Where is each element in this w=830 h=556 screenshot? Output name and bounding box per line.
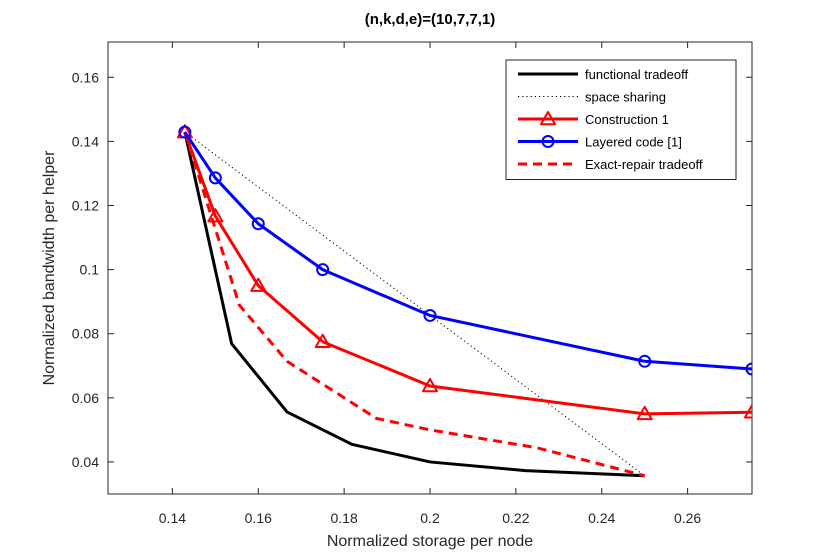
data-point [636,405,653,421]
legend-label: Construction 1 [585,112,669,127]
x-tick-label: 0.22 [502,510,529,526]
x-tick-label: 0.14 [159,510,186,526]
y-axis-label: Normalized bandwidth per helper [41,150,58,385]
x-tick-label: 0.24 [588,510,615,526]
y-tick-label: 0.14 [72,133,99,149]
legend-label: functional tradeoff [585,67,688,82]
chart-title: (n,k,d,e)=(10,7,7,1) [365,11,495,28]
x-tick-label: 0.16 [245,510,272,526]
y-tick-label: 0.06 [72,390,99,406]
data-point [314,333,331,348]
series-layered-code-1 [178,125,752,376]
y-tick-label: 0.16 [72,69,99,85]
data-point [316,263,330,277]
legend-label: space sharing [585,90,666,105]
data-point [251,217,265,231]
x-tick-label: 0.26 [674,510,701,526]
y-tick-label: 0.1 [80,262,100,278]
series-space-sharing [184,131,645,477]
series-exact-repair-tradeoff [183,131,646,478]
data-point [208,171,222,185]
x-tick-label: 0.2 [420,510,440,526]
data-point [178,125,192,139]
data-point [638,354,652,368]
data-point [744,404,752,419]
y-tick-label: 0.12 [72,197,99,213]
x-axis-label: Normalized storage per node [327,533,533,550]
y-tick-label: 0.08 [72,326,99,342]
series-line [183,131,645,478]
legend-label: Layered code [1] [585,135,682,150]
legend-marker [541,135,555,148]
data-point [422,377,438,393]
data-point [423,308,437,322]
data-point [250,277,267,292]
series-line [183,131,646,478]
legend-marker [540,111,556,126]
data-point [745,362,752,376]
data-point [207,208,224,223]
legend-label: Exact-repair tradeoff [585,157,703,172]
series-line [184,131,645,477]
legend: functional tradeoff space sharing Construc… [505,59,737,180]
y-tick-label: 0.04 [72,454,99,470]
series-line [183,131,752,371]
series-line [183,131,752,416]
x-tick-label: 0.18 [331,510,358,526]
series-functional-tradeoff [183,131,645,478]
